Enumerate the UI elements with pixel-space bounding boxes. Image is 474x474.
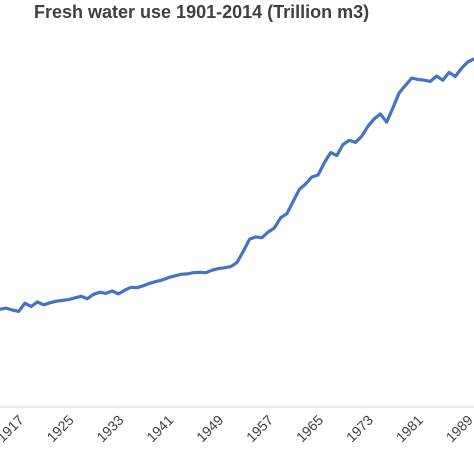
x-tick-label: 1981 <box>393 412 426 445</box>
x-tick-label: 1933 <box>93 412 126 445</box>
x-tick-label: 1965 <box>293 412 326 445</box>
x-tick-label: 1949 <box>193 412 226 445</box>
x-tick-label: 1917 <box>0 412 27 445</box>
x-tick-labels: 1917 1925 1933 1941 1949 1957 1965 1973 1981 1989 <box>0 412 474 445</box>
x-tick-label: 1941 <box>143 412 176 445</box>
series-line <box>0 57 474 313</box>
x-tick-label: 1925 <box>43 412 76 445</box>
x-tick-label: 1989 <box>443 412 474 445</box>
chart-title: Fresh water use 1901-2014 (Trillion m3) <box>34 2 370 22</box>
x-tick-label: 1973 <box>343 412 376 445</box>
x-tick-label: 1957 <box>243 412 276 445</box>
